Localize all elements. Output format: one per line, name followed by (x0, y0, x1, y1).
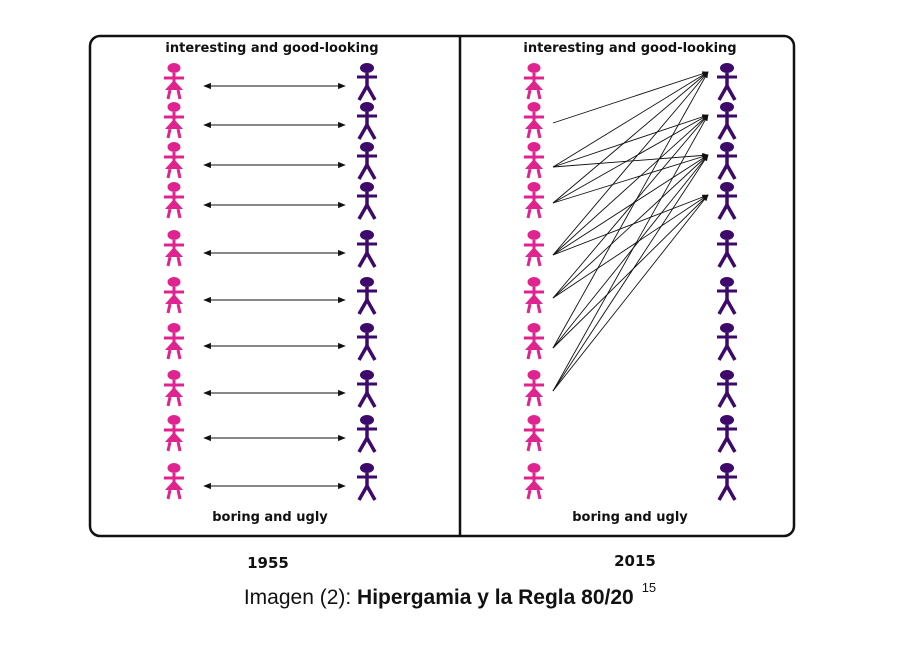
figure-caption: Imagen (2): Hipergamia y la Regla 80/20 1… (0, 580, 900, 610)
woman-figure-icon (164, 182, 184, 219)
man-figure-icon (357, 415, 377, 453)
woman-figure-icon (164, 463, 184, 500)
man-figure-icon (717, 63, 737, 101)
panel-1955-top-label: interesting and good-looking (165, 41, 378, 56)
man-figure-icon (717, 142, 737, 180)
woman-figure-icon (524, 142, 544, 179)
year-2015-label: 2015 (614, 552, 656, 570)
woman-figure-icon (524, 102, 544, 139)
man-figure-icon (357, 323, 377, 361)
attraction-arrow (552, 71, 709, 124)
woman-figure-icon (524, 463, 544, 500)
man-figure-icon (717, 277, 737, 315)
caption-title: Hipergamia y la Regla 80/20 (357, 586, 634, 609)
woman-figure-icon (164, 370, 184, 407)
woman-figure-icon (164, 102, 184, 139)
man-figure-icon (357, 142, 377, 180)
panel-2015-bottom-label: boring and ugly (572, 510, 688, 525)
attraction-arrow (552, 114, 709, 204)
man-figure-icon (717, 370, 737, 408)
year-1955-label: 1955 (247, 554, 289, 572)
man-figure-icon (357, 463, 377, 501)
panel-1955-bottom-label: boring and ugly (212, 510, 328, 525)
caption-prefix: Imagen (2): (243, 586, 358, 609)
attraction-arrow (552, 194, 709, 392)
attraction-arrow (552, 71, 709, 349)
woman-figure-icon (524, 277, 544, 314)
woman-figure-icon (524, 230, 544, 267)
woman-figure-icon (524, 182, 544, 219)
woman-figure-icon (164, 63, 184, 100)
woman-figure-icon (524, 63, 544, 100)
attraction-arrow (552, 154, 709, 349)
attraction-arrow (552, 194, 709, 256)
man-figure-icon (717, 415, 737, 453)
man-figure-icon (357, 370, 377, 408)
attraction-arrow (552, 194, 709, 349)
attraction-arrow (552, 71, 709, 168)
attraction-arrow (552, 114, 709, 299)
woman-figure-icon (164, 415, 184, 452)
attraction-arrow (552, 114, 709, 168)
attraction-arrow (552, 71, 709, 204)
man-figure-icon (717, 230, 737, 268)
man-figure-icon (717, 102, 737, 140)
woman-figure-icon (164, 230, 184, 267)
attraction-arrow (552, 194, 709, 299)
attraction-arrow (552, 154, 709, 392)
attraction-arrow (552, 154, 709, 256)
woman-figure-icon (164, 323, 184, 360)
woman-figure-icon (524, 415, 544, 452)
panel-2015-top-label: interesting and good-looking (523, 41, 736, 56)
attraction-arrow (552, 154, 709, 204)
woman-figure-icon (524, 323, 544, 360)
man-figure-icon (357, 63, 377, 101)
attraction-arrow (552, 154, 709, 299)
attraction-arrow (552, 114, 709, 256)
woman-figure-icon (164, 142, 184, 179)
attraction-arrow (552, 71, 709, 256)
man-figure-icon (357, 230, 377, 268)
panel-frame (88, 34, 796, 538)
man-figure-icon (717, 182, 737, 220)
caption-footnote-number: 15 (641, 580, 657, 595)
woman-figure-icon (524, 370, 544, 407)
woman-figure-icon (164, 277, 184, 314)
man-figure-icon (357, 182, 377, 220)
man-figure-icon (357, 277, 377, 315)
man-figure-icon (717, 463, 737, 501)
man-figure-icon (717, 323, 737, 361)
attraction-arrow (552, 152, 709, 168)
man-figure-icon (357, 102, 377, 140)
attraction-arrow (552, 114, 709, 392)
